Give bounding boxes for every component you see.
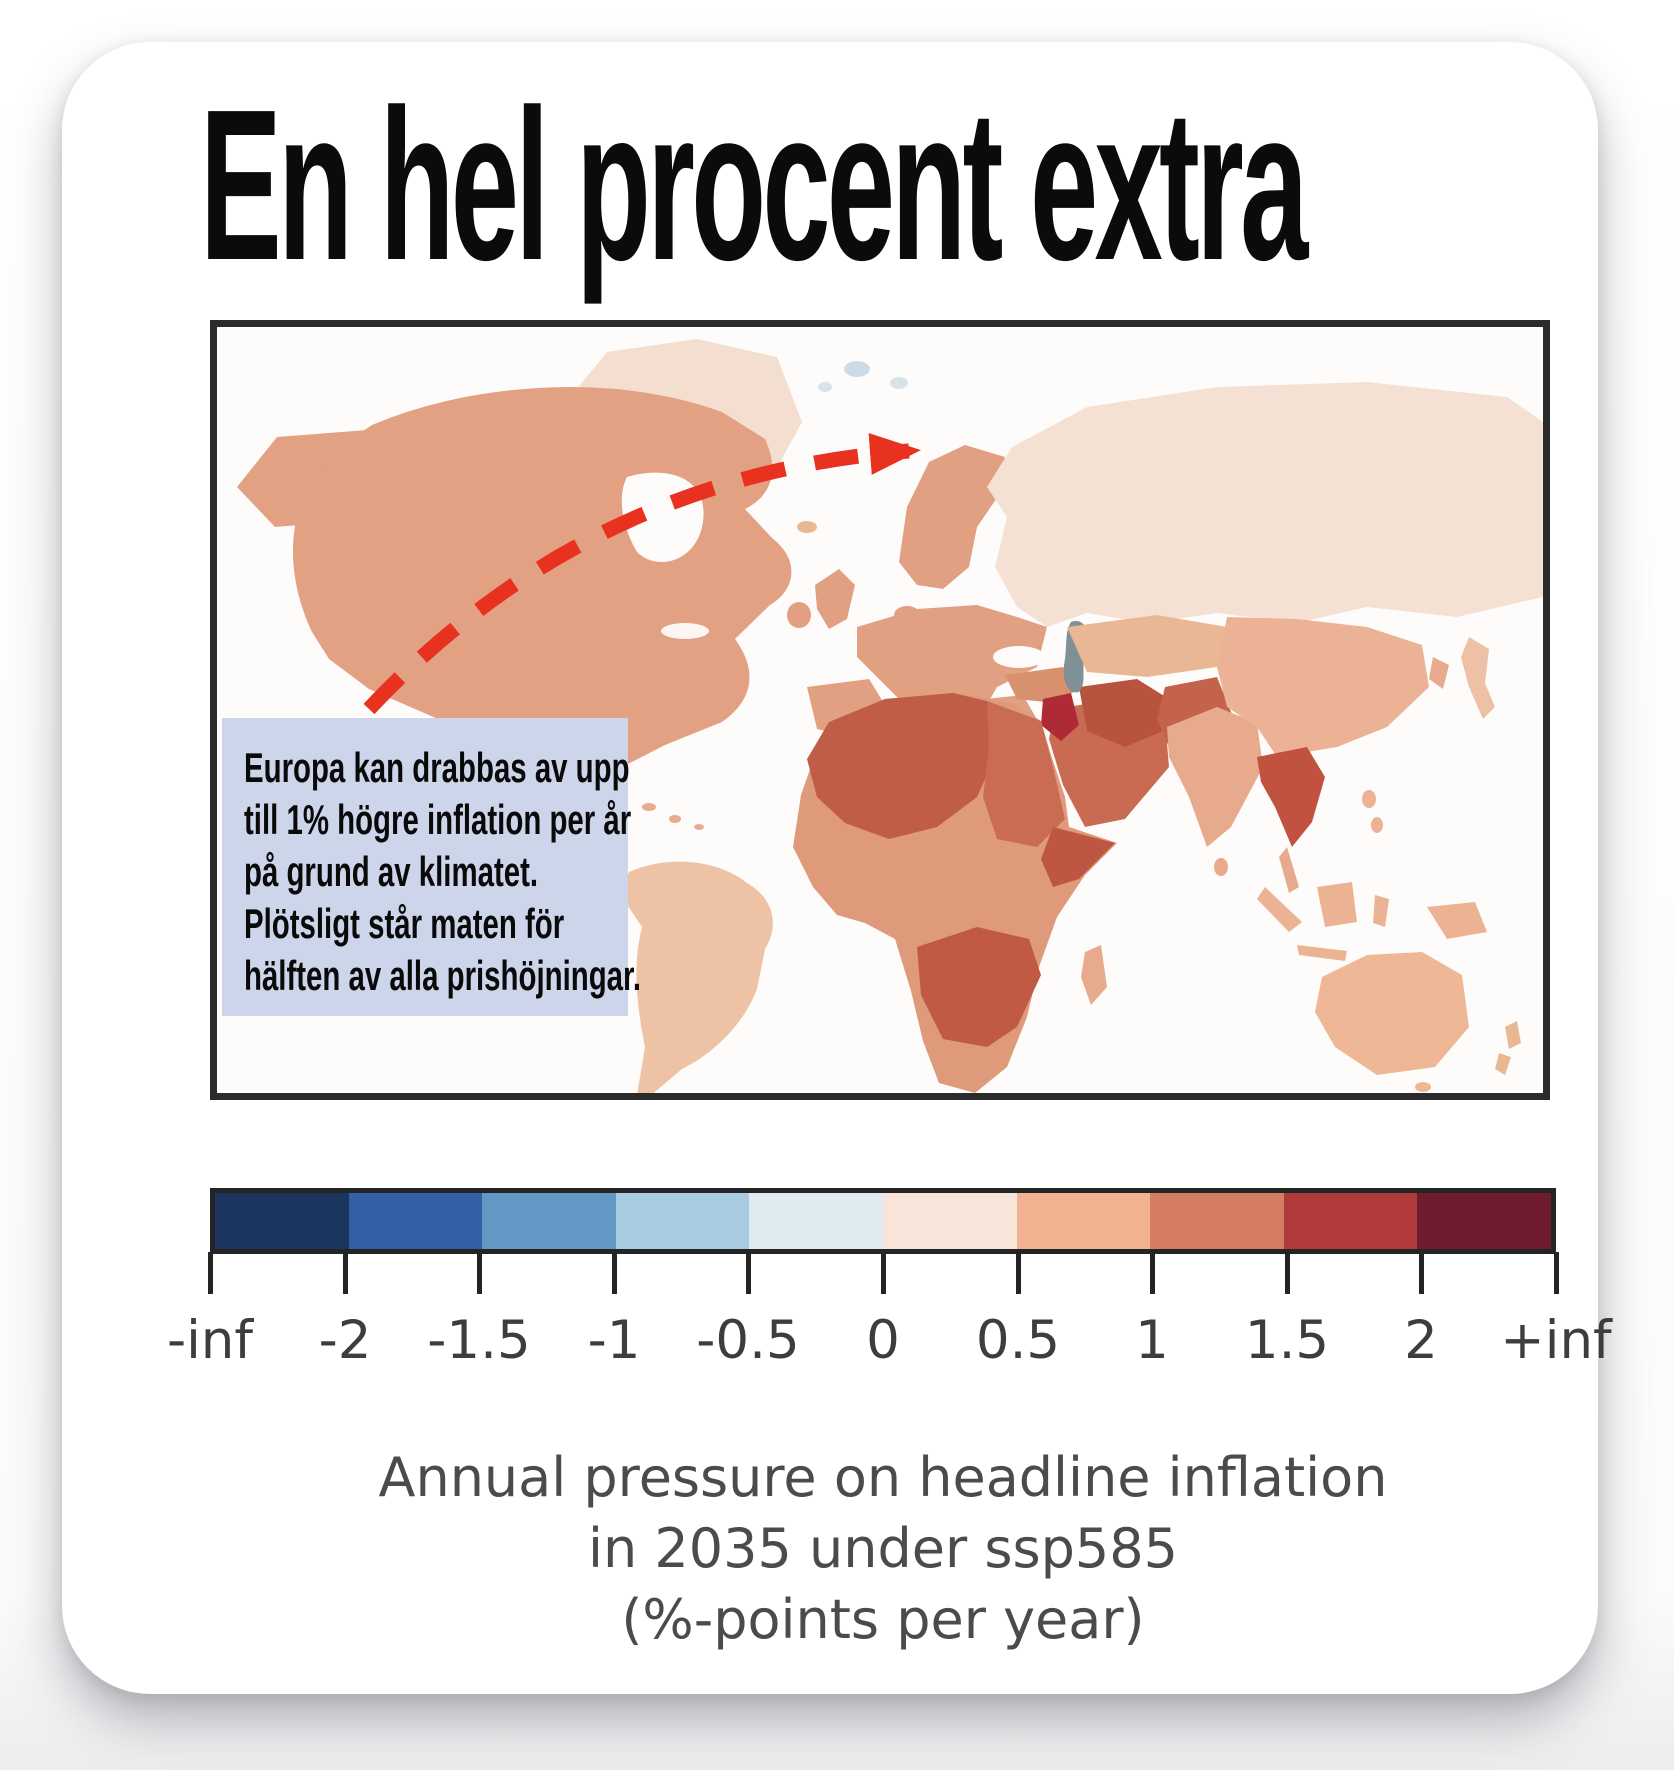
colorbar-segment	[348, 1193, 483, 1249]
map-iraq	[1041, 693, 1079, 741]
colorbar-segment	[882, 1193, 1017, 1249]
colorbar-tick	[746, 1252, 751, 1294]
colorbar-tick-label: -1	[587, 1310, 641, 1371]
map-sri-lanka	[1214, 858, 1228, 876]
map-southeast-asia	[1257, 747, 1325, 847]
map-caribbean	[642, 803, 656, 811]
colorbar-tick	[1285, 1252, 1290, 1294]
map-arctic-islands	[844, 361, 870, 377]
map-caribbean	[694, 824, 704, 830]
colorbar	[210, 1188, 1556, 1254]
colorbar-tick-label: 0	[866, 1310, 900, 1371]
colorbar-segment	[749, 1193, 883, 1249]
map-australia	[1315, 952, 1469, 1075]
map-madagascar	[1081, 945, 1107, 1005]
map-iran	[1079, 679, 1169, 747]
annotation-callout: Europa kan drabbas av upp till 1% högre …	[222, 718, 642, 1016]
colorbar-tick-label: -0.5	[696, 1310, 800, 1371]
colorbar-tick	[881, 1252, 886, 1294]
colorbar-tick	[1419, 1252, 1424, 1294]
colorbar-segment	[1417, 1193, 1551, 1249]
map-sumatra	[1257, 887, 1302, 932]
map-java	[1297, 945, 1347, 961]
map-borneo	[1317, 882, 1357, 927]
annotation-line: på grund av klimatet.	[244, 848, 539, 895]
colorbar-tick-label: -2	[318, 1310, 372, 1371]
map-black-sea	[993, 646, 1045, 668]
infographic-card: En hel procent extra	[62, 42, 1612, 1694]
map-malay-peninsula	[1279, 847, 1299, 893]
colorbar-tick	[343, 1252, 348, 1294]
colorbar-segment	[215, 1193, 349, 1249]
annotation-line: Plötsligt står maten för	[244, 900, 565, 947]
colorbar-tick-label: -inf	[166, 1310, 254, 1371]
colorbar-tick	[1554, 1252, 1559, 1294]
map-iceland	[797, 521, 817, 533]
colorbar-tick-label: +inf	[1500, 1310, 1612, 1371]
colorbar-tick-label: -1.5	[427, 1310, 531, 1371]
colorbar-caption: Annual pressure on headline inflation in…	[210, 1442, 1556, 1655]
map-china	[1217, 617, 1429, 757]
map-horn-of-africa	[1041, 827, 1115, 887]
map-turkey	[1005, 667, 1079, 703]
colorbar-tick	[1016, 1252, 1021, 1294]
map-great-lakes	[661, 623, 709, 639]
map-south-america	[622, 861, 773, 1093]
colorbar-segment	[1283, 1193, 1418, 1249]
map-north-africa	[807, 693, 995, 839]
map-india	[1167, 707, 1263, 847]
map-caribbean	[669, 815, 681, 823]
map-egypt-sudan	[983, 701, 1065, 847]
colorbar-tick-label: 2	[1404, 1310, 1438, 1371]
map-arctic-islands	[818, 382, 832, 392]
map-central-asia	[1067, 615, 1227, 677]
colorbar-segment	[482, 1193, 616, 1249]
map-russia	[987, 382, 1543, 627]
map-southern-africa	[917, 927, 1041, 1047]
colorbar-segment	[1016, 1193, 1151, 1249]
colorbar-tick-label: 1.5	[1244, 1310, 1330, 1371]
map-united-kingdom	[815, 569, 855, 629]
map-philippines	[1371, 817, 1383, 833]
map-sulawesi	[1373, 895, 1389, 927]
colorbar-tick	[477, 1252, 482, 1294]
map-philippines	[1362, 790, 1376, 808]
colorbar-tick-label: 0.5	[975, 1310, 1061, 1371]
annotation-line: hälften av alla prishöjningar.	[244, 952, 642, 999]
map-korea	[1429, 657, 1449, 689]
colorbar-segment	[1150, 1193, 1284, 1249]
colorbar-tick	[1150, 1252, 1155, 1294]
map-new-zealand	[1505, 1021, 1521, 1049]
map-arctic-islands	[890, 377, 908, 389]
caption-line: in 2035 under ssp585	[588, 1517, 1178, 1580]
map-ireland	[787, 602, 811, 628]
map-new-guinea	[1427, 902, 1487, 939]
annotation-line: till 1% högre inflation per år	[244, 796, 632, 843]
colorbar-tick	[612, 1252, 617, 1294]
page-title: En hel procent extra	[200, 64, 1308, 305]
annotation-arrow	[363, 432, 921, 715]
colorbar-segment	[615, 1193, 750, 1249]
annotation-line: Europa kan drabbas av upp	[244, 744, 630, 791]
caption-line: (%-points per year)	[621, 1588, 1145, 1651]
colorbar-tick-label: 1	[1135, 1310, 1169, 1371]
map-japan	[1461, 637, 1495, 719]
map-new-zealand	[1495, 1053, 1511, 1075]
map-tasmania	[1415, 1082, 1431, 1092]
caption-line: Annual pressure on headline inflation	[378, 1446, 1388, 1509]
annotation-text: Europa kan drabbas av upp till 1% högre …	[244, 742, 642, 1002]
colorbar-tick	[208, 1252, 213, 1294]
map-scandinavia	[899, 445, 1005, 589]
